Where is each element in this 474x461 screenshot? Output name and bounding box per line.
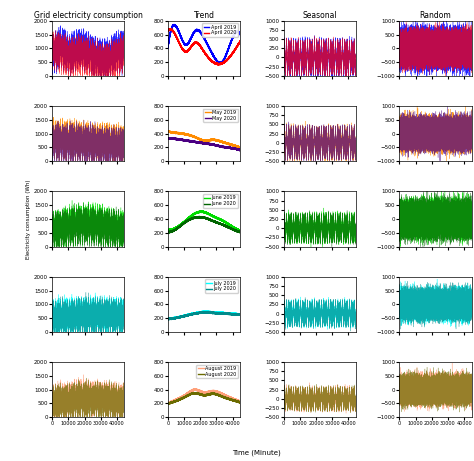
Title: Random: Random <box>419 11 451 20</box>
Title: Trend: Trend <box>193 11 215 20</box>
Title: Grid electricity consumption: Grid electricity consumption <box>34 11 143 20</box>
Legend: June 2019, June 2020: June 2019, June 2020 <box>203 194 238 207</box>
Text: Time (Minute): Time (Minute) <box>232 449 280 455</box>
Legend: April 2019, April 2020: April 2019, April 2020 <box>202 23 238 37</box>
Legend: May 2019, May 2020: May 2019, May 2020 <box>203 108 238 122</box>
Legend: July 2019, July 2020: July 2019, July 2020 <box>205 279 238 293</box>
Title: Seasonal: Seasonal <box>302 11 337 20</box>
Legend: August 2019, August 2020: August 2019, August 2020 <box>196 365 238 378</box>
Y-axis label: Electricity consumption (Wh): Electricity consumption (Wh) <box>26 179 31 259</box>
